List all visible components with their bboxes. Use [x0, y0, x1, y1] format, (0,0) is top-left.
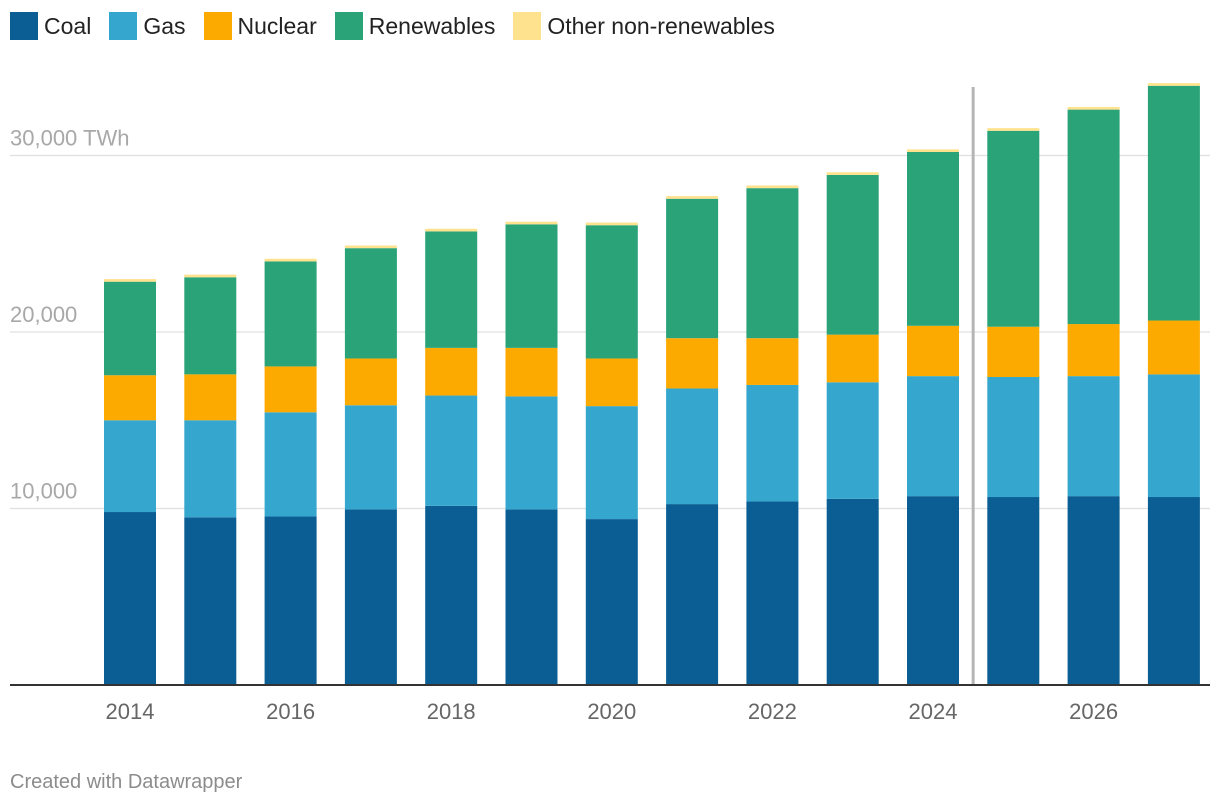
- legend-label: Coal: [44, 12, 92, 39]
- bar-segment-other-non-renewables-2026: [1067, 106, 1120, 110]
- x-tick-label: 2016: [266, 699, 315, 724]
- y-tick-label: 30,000 TWh: [10, 126, 129, 151]
- bar-segment-renewables-2024: [907, 151, 959, 326]
- bar-segment-coal-2020: [585, 519, 638, 685]
- bar-segment-gas-2025: [987, 377, 1040, 498]
- bar-segment-coal-2024: [907, 496, 959, 685]
- bar-segment-other-non-renewables-2014: [104, 279, 156, 282]
- bar-segment-coal-2021: [666, 504, 719, 685]
- bar-segment-nuclear-2027: [1147, 320, 1200, 375]
- bar-segment-nuclear-2023: [826, 334, 879, 383]
- bar-segment-other-non-renewables-2016: [264, 258, 317, 262]
- legend-label: Other non-renewables: [547, 12, 775, 39]
- bar-segment-other-non-renewables-2017: [344, 245, 397, 249]
- bar-segment-nuclear-2018: [425, 347, 478, 396]
- footer-credit: Created with Datawrapper: [10, 771, 243, 793]
- bar-segment-nuclear-2016: [264, 366, 317, 413]
- bar-segment-nuclear-2025: [987, 326, 1040, 378]
- bar-segment-coal-2018: [425, 505, 478, 685]
- bar-segment-coal-2025: [987, 497, 1040, 685]
- y-tick-label: 20,000: [10, 302, 77, 327]
- x-tick-label: 2020: [587, 699, 636, 724]
- bar-segment-gas-2020: [585, 406, 638, 520]
- x-tick-label: 2018: [427, 699, 476, 724]
- bar-segment-gas-2024: [907, 376, 959, 497]
- bar-segment-renewables-2017: [344, 248, 397, 359]
- bar-segment-gas-2026: [1067, 376, 1120, 497]
- legend-item-renewables: Renewables: [334, 12, 496, 40]
- bar-segment-other-non-renewables-2020: [585, 222, 638, 226]
- bar-segment-other-non-renewables-2021: [666, 196, 719, 199]
- legend-item-gas: Gas: [109, 12, 186, 40]
- bar-segment-nuclear-2024: [907, 325, 959, 377]
- bar-segment-gas-2027: [1147, 374, 1200, 498]
- legend-swatch: [10, 12, 38, 40]
- bar-segment-nuclear-2026: [1067, 324, 1120, 377]
- bar-segment-coal-2026: [1067, 496, 1120, 685]
- bar-segment-other-non-renewables-2023: [826, 172, 879, 175]
- bar-segment-gas-2022: [746, 384, 799, 502]
- bar-segment-renewables-2015: [184, 277, 237, 375]
- bar-segment-other-non-renewables-2027: [1147, 83, 1200, 86]
- bar-segment-other-non-renewables-2015: [184, 274, 237, 278]
- bar-segment-gas-2016: [264, 412, 317, 517]
- x-tick-label: 2024: [909, 699, 958, 724]
- bar-segment-renewables-2027: [1147, 85, 1200, 321]
- bar-segment-gas-2023: [826, 382, 879, 499]
- bar-segment-coal-2027: [1147, 497, 1200, 685]
- bar-segment-coal-2022: [746, 501, 799, 685]
- bar-segment-renewables-2021: [666, 198, 719, 339]
- bar-segment-coal-2015: [184, 517, 237, 685]
- bar-segment-renewables-2020: [585, 225, 638, 359]
- x-tick-label: 2022: [748, 699, 797, 724]
- bar-segment-coal-2016: [264, 516, 317, 685]
- bar-segment-nuclear-2015: [184, 374, 237, 421]
- legend-swatch: [513, 12, 542, 40]
- bar-segment-other-non-renewables-2022: [746, 185, 799, 189]
- bar-segment-coal-2019: [505, 509, 558, 685]
- bar-segment-gas-2017: [344, 405, 397, 510]
- bar-segment-gas-2015: [184, 420, 237, 518]
- bar-segment-renewables-2023: [826, 174, 879, 335]
- chart-legend: Coal Gas Nuclear Renewables Other non-renewa…: [10, 12, 793, 40]
- bar-segment-other-non-renewables-2024: [907, 149, 959, 152]
- bar-segment-renewables-2014: [104, 281, 156, 376]
- bar-segment-renewables-2026: [1067, 109, 1120, 325]
- legend-label: Gas: [143, 12, 186, 39]
- bar-segment-gas-2018: [425, 395, 478, 506]
- legend-swatch: [203, 12, 232, 40]
- bar-segment-nuclear-2022: [746, 338, 799, 385]
- legend-item-coal: Coal: [10, 12, 91, 40]
- bar-segment-nuclear-2014: [104, 375, 156, 421]
- bar-segment-other-non-renewables-2025: [987, 128, 1040, 131]
- legend-label: Nuclear: [237, 12, 317, 39]
- bar-segment-gas-2021: [666, 388, 719, 505]
- bar-segment-gas-2014: [104, 420, 156, 513]
- legend-item-nuclear: Nuclear: [203, 12, 317, 40]
- x-tick-label: 2026: [1069, 699, 1118, 724]
- bar-segment-coal-2023: [826, 498, 879, 685]
- x-tick-label: 2014: [106, 699, 155, 724]
- bar-segment-nuclear-2019: [505, 347, 558, 397]
- legend-item-other-non-renewables: Other non-renewables: [513, 12, 775, 40]
- bar-segment-renewables-2019: [505, 224, 558, 348]
- bar-segment-renewables-2018: [425, 231, 478, 348]
- bar-segment-renewables-2022: [746, 188, 799, 339]
- bar-segment-nuclear-2017: [344, 358, 397, 406]
- bar-segment-renewables-2016: [264, 261, 317, 367]
- bar-segment-nuclear-2020: [585, 358, 638, 407]
- bar-segment-nuclear-2021: [666, 338, 719, 389]
- bar-segment-other-non-renewables-2018: [425, 228, 478, 232]
- bar-segment-coal-2014: [104, 512, 156, 685]
- legend-swatch: [334, 12, 363, 40]
- bar-segment-other-non-renewables-2019: [505, 221, 558, 225]
- bar-segment-gas-2019: [505, 396, 558, 510]
- legend-label: Renewables: [368, 12, 496, 39]
- bar-segment-coal-2017: [344, 509, 397, 685]
- legend-swatch: [109, 12, 138, 40]
- y-tick-label: 10,000: [10, 479, 77, 504]
- bar-segment-renewables-2025: [987, 130, 1040, 327]
